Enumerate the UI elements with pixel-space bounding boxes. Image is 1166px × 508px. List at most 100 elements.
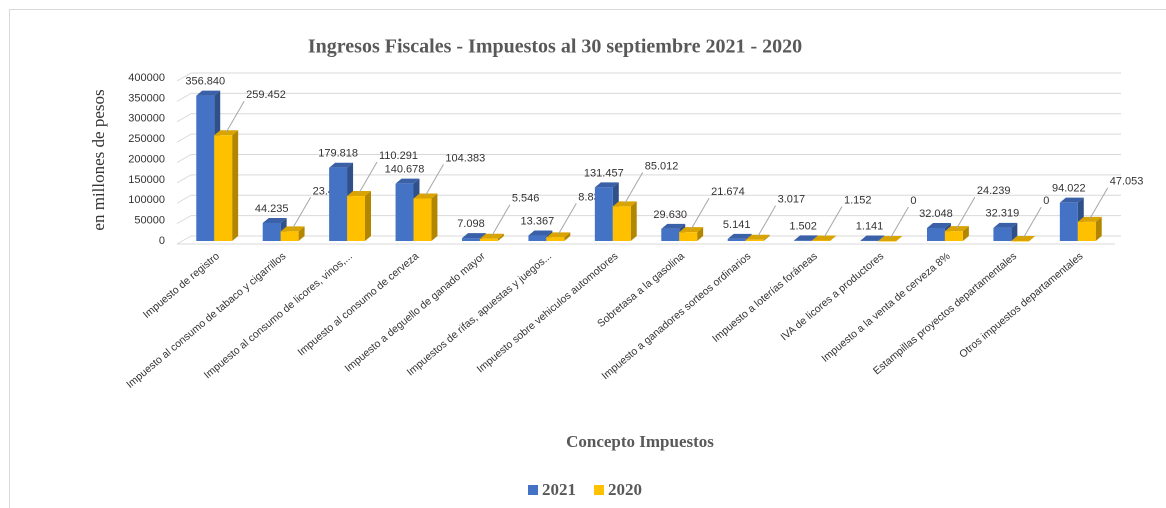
- bar-top: [214, 130, 239, 136]
- bar: [727, 238, 746, 241]
- data-label: 1.502: [789, 220, 817, 232]
- legend-label: 2021: [542, 480, 576, 499]
- leader-line: [690, 197, 710, 230]
- bar-side: [630, 201, 637, 241]
- grid-line-depth: [176, 194, 192, 204]
- bar: [993, 227, 1012, 241]
- bar: [794, 240, 813, 241]
- bar-top: [196, 90, 221, 96]
- bar-side: [830, 235, 837, 241]
- grid-line-depth: [176, 154, 192, 163]
- legend-swatch: [528, 485, 538, 495]
- bar: [329, 167, 348, 241]
- bar: [612, 206, 631, 241]
- chart-title: Ingresos Fiscales - Impuestos al 30 sept…: [308, 36, 802, 58]
- data-label: 356.840: [185, 75, 225, 87]
- y-tick-label: 150000: [128, 174, 165, 186]
- leader-line: [491, 204, 511, 236]
- bar: [214, 135, 233, 241]
- bar: [479, 238, 498, 241]
- bar-top: [860, 235, 885, 241]
- grid-line-depth: [176, 174, 192, 184]
- bar: [594, 187, 613, 241]
- leader-line: [425, 164, 444, 196]
- bar: [280, 231, 299, 241]
- data-label: 104.383: [445, 152, 485, 164]
- bar-top: [926, 222, 951, 228]
- bar: [528, 235, 547, 241]
- bar-side: [1095, 216, 1102, 241]
- leader-line: [890, 206, 909, 239]
- bar-side: [1011, 222, 1018, 241]
- y-tick-label: 200000: [128, 153, 165, 165]
- grid-line-depth: [176, 235, 192, 245]
- bar-side: [763, 234, 770, 241]
- y-tick-label: 400000: [128, 72, 165, 84]
- leader-line: [225, 101, 245, 133]
- y-axis-title: en millones de pesos: [89, 89, 108, 230]
- data-label: 0: [910, 195, 916, 207]
- data-label: 5.546: [512, 193, 540, 205]
- grid-line-depth: [176, 133, 192, 143]
- bar-top: [944, 226, 969, 232]
- data-label: 13.367: [521, 215, 555, 227]
- bar-top: [329, 162, 354, 168]
- bar-top: [280, 226, 305, 232]
- leader-line: [358, 161, 378, 194]
- bar-top: [679, 227, 704, 233]
- bar: [679, 232, 698, 241]
- bar-top: [1059, 197, 1084, 203]
- bar: [413, 198, 432, 241]
- legend-swatch: [594, 485, 604, 495]
- data-label: 131.457: [584, 167, 624, 179]
- bar-top: [993, 222, 1018, 228]
- bar: [262, 222, 281, 241]
- x-axis-title: Concepto Impuestos: [566, 432, 714, 451]
- legend-label: 2020: [608, 480, 642, 499]
- bar: [661, 228, 680, 241]
- bar-side: [697, 227, 704, 241]
- data-label: 259.452: [246, 89, 286, 101]
- bar-top: [661, 223, 686, 229]
- bar: [395, 183, 414, 241]
- data-label: 140.678: [385, 164, 425, 176]
- data-label: 5.141: [723, 219, 751, 231]
- bar-side: [365, 191, 372, 241]
- bar: [1059, 202, 1078, 241]
- bar: [1011, 241, 1030, 242]
- bar-top: [1011, 236, 1036, 241]
- bar-side: [962, 226, 969, 241]
- leader-line: [624, 172, 644, 204]
- bar-top: [878, 236, 903, 241]
- y-tick-label: 100000: [128, 194, 165, 206]
- bar-top: [413, 193, 438, 199]
- leader-line: [1022, 206, 1042, 239]
- data-label: 3.017: [778, 194, 806, 206]
- bar-side: [232, 130, 239, 241]
- grid-line-depth: [176, 92, 192, 102]
- data-label: 32.048: [919, 208, 953, 220]
- bar-top: [1077, 216, 1102, 222]
- leader-line: [823, 206, 843, 238]
- leader-line: [1089, 187, 1109, 220]
- bar: [860, 240, 879, 242]
- bar: [461, 238, 480, 241]
- leader-line: [757, 205, 777, 238]
- bar: [1077, 221, 1096, 241]
- bar-top: [262, 217, 287, 223]
- leader-line: [292, 197, 312, 229]
- bar: [347, 196, 366, 241]
- bar: [546, 237, 565, 241]
- bar-side: [878, 235, 885, 241]
- data-label: 179.818: [318, 148, 358, 160]
- data-label: 1.141: [856, 220, 884, 232]
- data-label: 110.291: [379, 150, 418, 162]
- data-label: 94.022: [1052, 183, 1086, 195]
- bar-top: [727, 233, 752, 239]
- bar-top: [395, 178, 420, 184]
- bar-side: [564, 232, 571, 241]
- bar-side: [431, 193, 438, 241]
- bar-top: [812, 235, 837, 241]
- data-label: 0: [1043, 195, 1049, 207]
- bar: [745, 239, 764, 241]
